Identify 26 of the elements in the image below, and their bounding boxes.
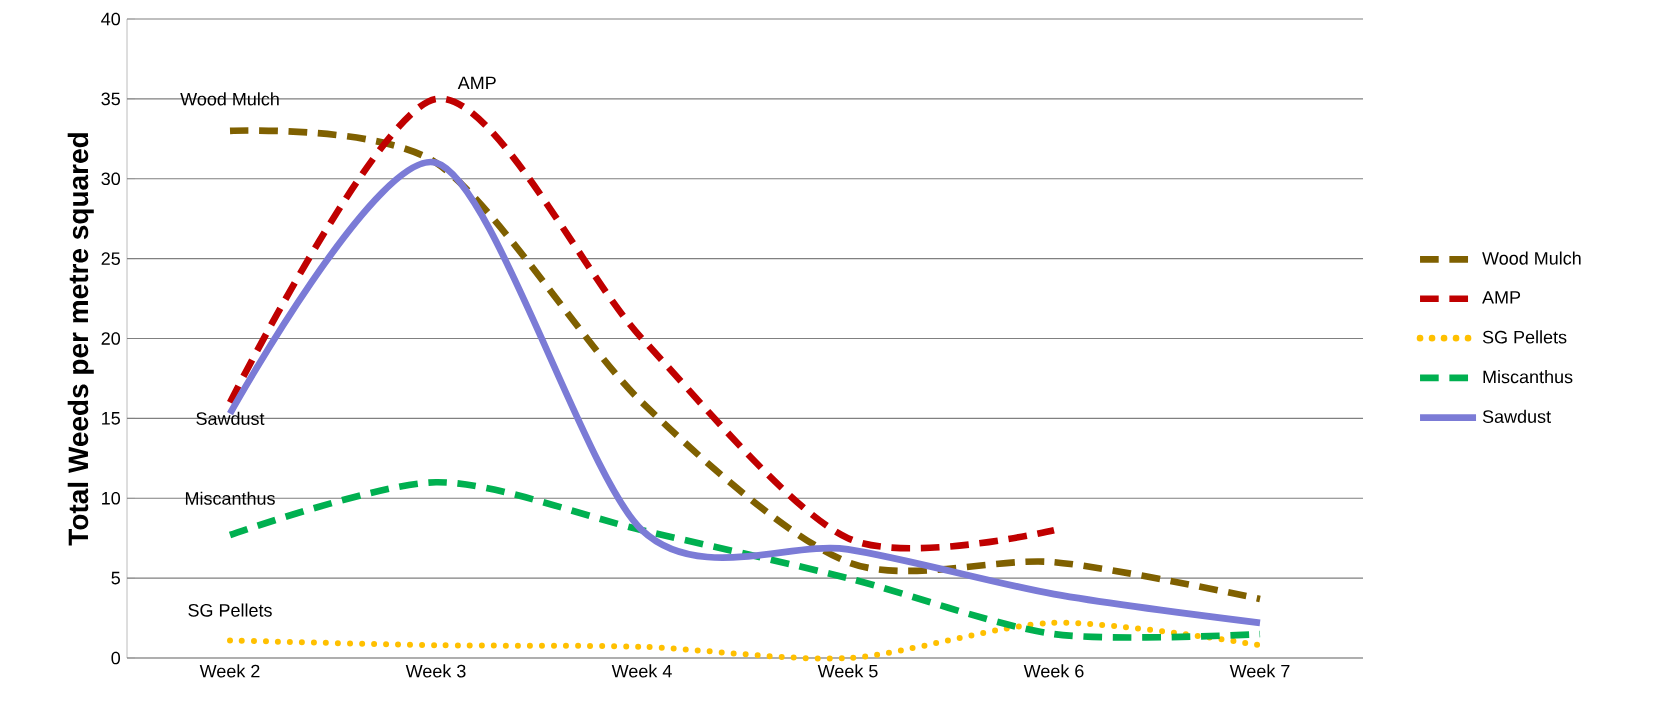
annotation: Miscanthus [185, 491, 275, 505]
y-tick-label: 5 [111, 571, 120, 585]
y-tick-label: 40 [101, 12, 121, 26]
y-tick-label: 15 [102, 412, 120, 425]
y-tick-label: 0 [111, 651, 121, 665]
x-tick-label: Week 3 [405, 664, 466, 678]
annotation: Sawdust [196, 411, 265, 425]
legend-label: Wood Mulch [1482, 251, 1581, 265]
annotation: SG Pellets [188, 603, 272, 617]
annotation: Wood Mulch [180, 92, 279, 106]
annotation: AMP [457, 76, 496, 90]
x-tick-label: Week 6 [1023, 664, 1084, 678]
x-tick-label: Week 5 [817, 664, 878, 678]
y-tick-label: 25 [101, 252, 120, 265]
legend-label: AMP [1482, 291, 1521, 304]
x-tick-label: Week 2 [199, 664, 260, 678]
y-tick-label: 20 [101, 332, 121, 345]
legend-label: Miscanthus [1483, 370, 1573, 384]
y-tick-label: 35 [101, 92, 120, 106]
x-tick-label: Week 7 [1229, 664, 1290, 678]
y-tick-label: 10 [102, 491, 121, 505]
y-axis-title: Total Weeds per metre squared [67, 133, 94, 546]
legend-label: Sawdust [1482, 409, 1551, 423]
y-tick-label: 30 [101, 172, 121, 186]
x-tick-label: Week 4 [611, 664, 672, 678]
legend-label: SG Pellets [1482, 330, 1567, 344]
